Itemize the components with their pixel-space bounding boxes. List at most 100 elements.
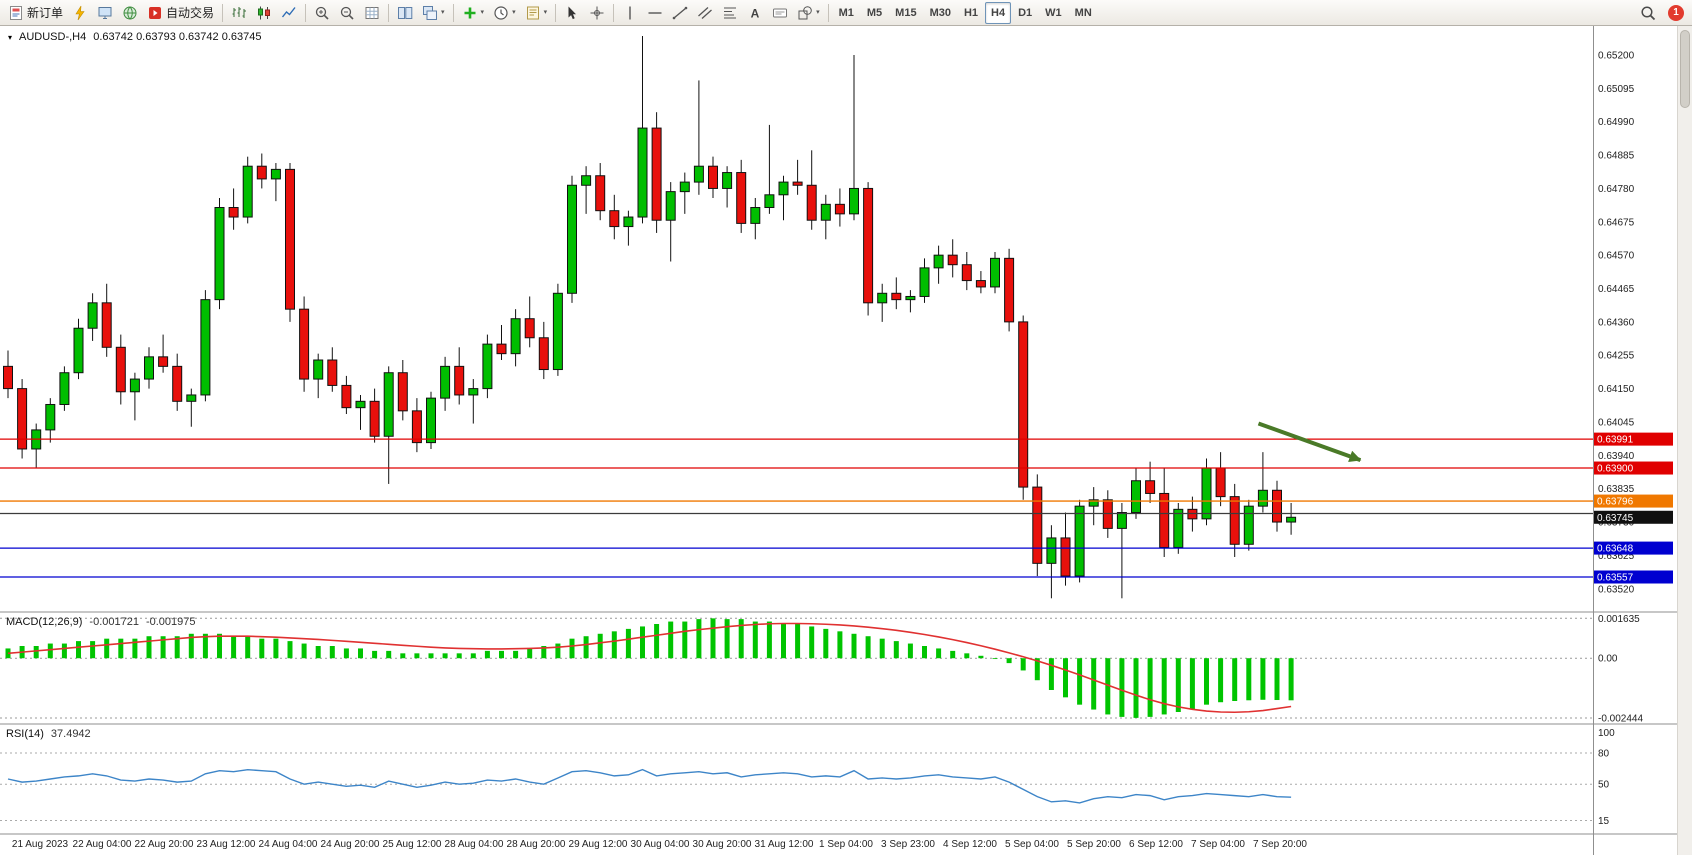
timeframe-mn-button[interactable]: MN xyxy=(1069,2,1098,24)
new-chart-button[interactable]: ▾ xyxy=(418,2,449,24)
chart-bars-button[interactable] xyxy=(227,2,251,24)
chart-candles-icon xyxy=(256,5,272,21)
timeframe-m30-button[interactable]: M30 xyxy=(924,2,957,24)
label-tool-button[interactable] xyxy=(768,2,792,24)
chart-menu-icon[interactable]: ▾ xyxy=(8,33,13,42)
vline-tool-button[interactable] xyxy=(618,2,642,24)
timeframe-d1-button[interactable]: D1 xyxy=(1012,2,1038,24)
chart-candles-button[interactable] xyxy=(252,2,276,24)
shapes-tool-button[interactable]: ▾ xyxy=(793,2,824,24)
search-button[interactable] xyxy=(1636,2,1660,24)
notification-badge[interactable]: 1 xyxy=(1668,4,1684,21)
toolbar-separator xyxy=(452,3,454,22)
candles xyxy=(3,35,1297,599)
svg-text:0.65200: 0.65200 xyxy=(1598,51,1635,62)
scrollbar-thumb[interactable] xyxy=(1680,30,1690,108)
chart-bars-icon xyxy=(231,5,247,21)
svg-text:5 Sep 20:00: 5 Sep 20:00 xyxy=(1067,839,1121,850)
svg-text:6 Sep 12:00: 6 Sep 12:00 xyxy=(1129,839,1183,850)
timeframe-m5-button[interactable]: M5 xyxy=(861,2,888,24)
svg-text:100: 100 xyxy=(1598,728,1615,739)
timeframe-h1-button[interactable]: H1 xyxy=(958,2,984,24)
vline-icon xyxy=(622,5,638,21)
trendline-tool-button[interactable] xyxy=(668,2,692,24)
svg-text:1 Sep 04:00: 1 Sep 04:00 xyxy=(819,839,873,850)
svg-text:0.64780: 0.64780 xyxy=(1598,184,1635,195)
auto-trading-label: 自动交易 xyxy=(166,6,215,20)
svg-text:22 Aug 04:00: 22 Aug 04:00 xyxy=(73,839,132,850)
timeframe-m1-button[interactable]: M1 xyxy=(833,2,860,24)
tile-icon xyxy=(397,5,413,21)
dropdown-caret-icon: ▾ xyxy=(543,9,548,16)
cascade-icon xyxy=(422,5,438,21)
community-button[interactable] xyxy=(118,2,142,24)
svg-text:0.64150: 0.64150 xyxy=(1598,384,1635,395)
svg-text:4 Sep 12:00: 4 Sep 12:00 xyxy=(943,839,997,850)
main-toolbar: 新订单 自动交易 ▾ ▾ ▾ ▾ A ▾ M1 M5 M15 M30 H1 H4 D1 W1 MN 1 xyxy=(0,0,1692,26)
quick-trade-button[interactable] xyxy=(68,2,92,24)
svg-text:80: 80 xyxy=(1598,749,1610,760)
svg-text:0.64255: 0.64255 xyxy=(1598,351,1635,362)
svg-text:28 Aug 20:00: 28 Aug 20:00 xyxy=(507,839,566,850)
dropdown-caret-icon: ▾ xyxy=(512,9,516,16)
new-order-button[interactable]: 新订单 xyxy=(4,2,67,24)
clock-icon xyxy=(493,5,509,21)
vertical-scrollbar[interactable] xyxy=(1677,26,1692,855)
svg-text:24 Aug 20:00: 24 Aug 20:00 xyxy=(321,839,380,850)
dropdown-caret-icon: ▾ xyxy=(816,9,820,16)
template-icon xyxy=(525,5,541,21)
svg-text:22 Aug 20:00: 22 Aug 20:00 xyxy=(135,839,194,850)
globe-icon xyxy=(122,5,138,21)
cursor-tool-button[interactable] xyxy=(560,2,584,24)
hline-tool-button[interactable] xyxy=(643,2,667,24)
svg-text:29 Aug 12:00: 29 Aug 12:00 xyxy=(569,839,628,850)
svg-text:0.65095: 0.65095 xyxy=(1598,84,1635,95)
chart-line-button[interactable] xyxy=(277,2,301,24)
timeframe-h4-button[interactable]: H4 xyxy=(985,1,1012,24)
toolbar-separator xyxy=(222,3,224,22)
svg-text:30 Aug 20:00: 30 Aug 20:00 xyxy=(693,839,752,850)
new-order-icon xyxy=(8,5,24,21)
zoom-out-button[interactable] xyxy=(335,2,359,24)
trendline-icon xyxy=(672,5,688,21)
templates-button[interactable]: ▾ xyxy=(521,2,552,24)
svg-text:0.64990: 0.64990 xyxy=(1598,117,1635,128)
svg-text:5 Sep 04:00: 5 Sep 04:00 xyxy=(1005,839,1059,850)
svg-text:0.00: 0.00 xyxy=(1598,654,1618,665)
svg-text:31 Aug 12:00: 31 Aug 12:00 xyxy=(755,839,814,850)
fibo-icon xyxy=(722,5,738,21)
market-watch-button[interactable] xyxy=(93,2,117,24)
timeframe-m15-button[interactable]: M15 xyxy=(889,2,922,24)
svg-text:0.63520: 0.63520 xyxy=(1598,584,1635,595)
text-tool-button[interactable]: A xyxy=(743,2,767,24)
add-indicator-button[interactable]: ▾ xyxy=(458,2,489,24)
periods-button[interactable]: ▾ xyxy=(489,2,520,24)
svg-text:0.63940: 0.63940 xyxy=(1598,451,1635,462)
auto-trading-button[interactable]: 自动交易 xyxy=(143,2,218,24)
svg-text:0.63557: 0.63557 xyxy=(1597,573,1634,584)
fibonacci-tool-button[interactable] xyxy=(718,2,742,24)
timeframe-w1-button[interactable]: W1 xyxy=(1039,2,1068,24)
rsi-line xyxy=(7,768,1292,804)
macd-signal-line xyxy=(7,622,1292,714)
horizontal-lines xyxy=(0,438,1593,578)
svg-text:7 Sep 04:00: 7 Sep 04:00 xyxy=(1191,839,1245,850)
monitor-icon xyxy=(97,5,113,21)
svg-text:A: A xyxy=(751,6,760,20)
svg-text:0.63835: 0.63835 xyxy=(1598,484,1635,495)
price-chart[interactable]: 0.65200 0.65095 0.64990 0.64885 0.64780 0.646… xyxy=(0,26,1677,855)
hline-icon xyxy=(647,5,663,21)
svg-text:25 Aug 12:00: 25 Aug 12:00 xyxy=(383,839,442,850)
indicator-add-icon xyxy=(462,5,478,21)
svg-text:0.64045: 0.64045 xyxy=(1598,417,1635,428)
tile-windows-button[interactable] xyxy=(393,2,417,24)
toolbar-separator xyxy=(305,3,307,22)
svg-text:0.63625: 0.63625 xyxy=(1598,551,1635,562)
svg-text:7 Sep 20:00: 7 Sep 20:00 xyxy=(1253,839,1307,850)
zoom-in-button[interactable] xyxy=(310,2,334,24)
chart-grid-button[interactable] xyxy=(360,2,384,24)
play-red-icon xyxy=(147,5,163,21)
crosshair-tool-button[interactable] xyxy=(585,2,609,24)
channel-tool-button[interactable] xyxy=(693,2,717,24)
